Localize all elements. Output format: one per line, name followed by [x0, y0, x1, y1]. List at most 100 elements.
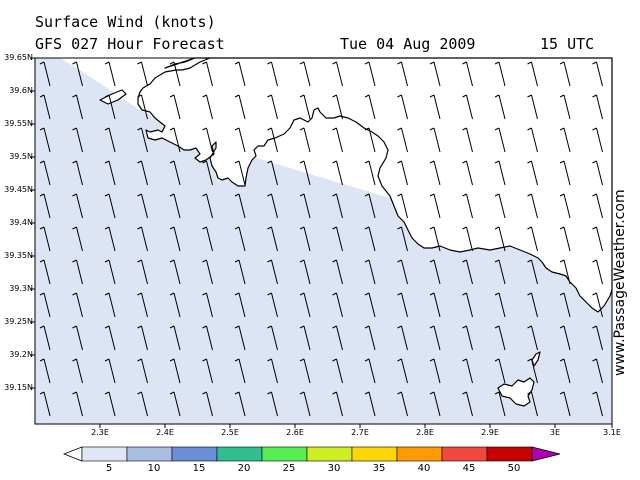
wind-barb	[462, 94, 473, 120]
colorbar-label: 25	[282, 463, 296, 474]
wind-barb	[202, 127, 213, 153]
colorbar-segment	[216, 446, 263, 462]
wind-barb	[527, 226, 538, 252]
wind-barb	[494, 94, 506, 120]
latitude-label: 39.15N	[4, 383, 33, 392]
wind-barb	[299, 226, 311, 252]
wind-barb	[397, 358, 408, 384]
wind-barb	[429, 226, 441, 252]
wind-barb	[202, 358, 213, 384]
wind-barb	[72, 61, 83, 87]
longitude-label: 2.3E	[91, 428, 109, 437]
mallorca-island	[137, 57, 613, 313]
wind-barb	[429, 94, 441, 120]
wind-barb	[104, 127, 116, 153]
colorbar-label: 50	[507, 463, 521, 474]
wind-barb	[397, 226, 408, 252]
wind-barb	[267, 391, 278, 417]
wind-barb	[397, 160, 408, 186]
wind-barb	[429, 61, 441, 87]
wind-barb	[527, 391, 538, 417]
wind-barb	[559, 226, 571, 252]
longitude-label: 2.5E	[221, 428, 239, 437]
wind-barb	[527, 193, 538, 219]
wind-barb	[592, 94, 603, 120]
wind-barb	[332, 193, 343, 219]
wind-barb	[267, 292, 278, 318]
wind-barb	[592, 358, 603, 384]
wind-barb	[527, 358, 538, 384]
cabrera-islet	[531, 351, 541, 367]
wind-barb	[267, 193, 278, 219]
colorbar-max-arrow	[531, 446, 561, 462]
wind-barb	[234, 193, 246, 219]
website-credit[interactable]: www.PassageWeather.com	[612, 189, 628, 376]
wind-barb	[592, 127, 603, 153]
wind-barb	[462, 325, 473, 351]
map-frame	[34, 57, 613, 425]
wind-barb	[137, 94, 148, 120]
wind-barb	[592, 391, 603, 417]
dragonera-islet	[99, 89, 127, 105]
wind-barb	[559, 391, 571, 417]
wind-barb	[397, 193, 408, 219]
latitude-label: 39.65N	[4, 53, 33, 62]
wind-barbs	[39, 61, 603, 417]
wind-barb	[137, 358, 148, 384]
wind-barb	[559, 193, 571, 219]
wind-barb	[462, 292, 473, 318]
wind-barb	[559, 160, 571, 186]
colorbar-label: 45	[462, 463, 476, 474]
wind-barb	[527, 94, 538, 120]
wind-barb	[104, 259, 116, 285]
colorbar-segment	[261, 446, 308, 462]
wind-barb	[104, 325, 116, 351]
forecast-label: GFS 027 Hour Forecast	[35, 35, 225, 53]
wind-barb	[364, 259, 376, 285]
wind-barb	[39, 292, 51, 318]
longitude-label: 3E	[549, 428, 561, 437]
wind-barb	[104, 193, 116, 219]
wind-barb	[169, 292, 181, 318]
wind-barb	[39, 391, 51, 417]
wind-barb	[39, 61, 51, 87]
wind-barb	[332, 391, 343, 417]
wind-barb	[462, 226, 473, 252]
wind-barb	[299, 292, 311, 318]
longitude-label: 2.4E	[156, 428, 174, 437]
wind-barb	[397, 94, 408, 120]
wind-barb	[169, 358, 181, 384]
colorbar-segment	[486, 446, 533, 462]
colorbar-segment	[306, 446, 353, 462]
wind-barb	[429, 358, 441, 384]
wind-barb	[364, 94, 376, 120]
wind-barb	[364, 325, 376, 351]
longitude-label: 2.7E	[351, 428, 369, 437]
latitude-label: 39.45N	[4, 185, 33, 194]
longitude-label: 2.9E	[481, 428, 499, 437]
colorbar-segment	[396, 446, 443, 462]
wind-barb	[234, 325, 246, 351]
wind-barb	[234, 94, 246, 120]
wind-barb	[462, 61, 473, 87]
latitude-label: 39.25N	[4, 317, 33, 326]
wind-barb	[364, 127, 376, 153]
wind-barb	[527, 127, 538, 153]
wind-barb	[332, 226, 343, 252]
colorbar-segment	[81, 446, 128, 462]
coastline	[99, 57, 613, 407]
wind-barb	[364, 391, 376, 417]
wind-barb	[299, 193, 311, 219]
wind-barb	[104, 226, 116, 252]
wind-barb	[299, 391, 311, 417]
wind-barb	[397, 292, 408, 318]
wind-barb	[72, 193, 83, 219]
wind-barb	[234, 226, 246, 252]
wind-barb	[397, 391, 408, 417]
wind-barb	[299, 94, 311, 120]
wind-barb	[39, 160, 51, 186]
wind-barb	[202, 391, 213, 417]
wind-barb	[527, 292, 538, 318]
colorbar-segment	[126, 446, 173, 462]
wind-barb	[559, 259, 571, 285]
